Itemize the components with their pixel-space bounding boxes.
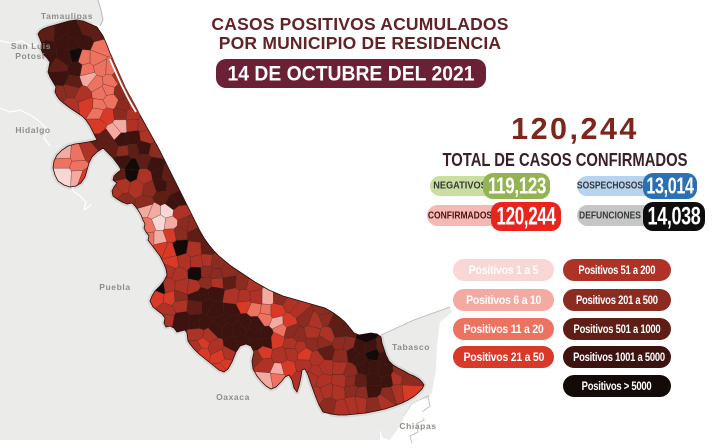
svg-text:San Luis: San Luis	[11, 41, 51, 51]
svg-text:Hidalgo: Hidalgo	[15, 125, 50, 135]
svg-text:Oaxaca: Oaxaca	[216, 392, 250, 402]
svg-text:Tamaulipas: Tamaulipas	[41, 11, 93, 21]
svg-text:Tabasco: Tabasco	[392, 342, 430, 352]
svg-text:Chiapas: Chiapas	[399, 421, 436, 431]
svg-text:Potosí: Potosí	[15, 51, 45, 61]
svg-text:Puebla: Puebla	[99, 282, 130, 292]
